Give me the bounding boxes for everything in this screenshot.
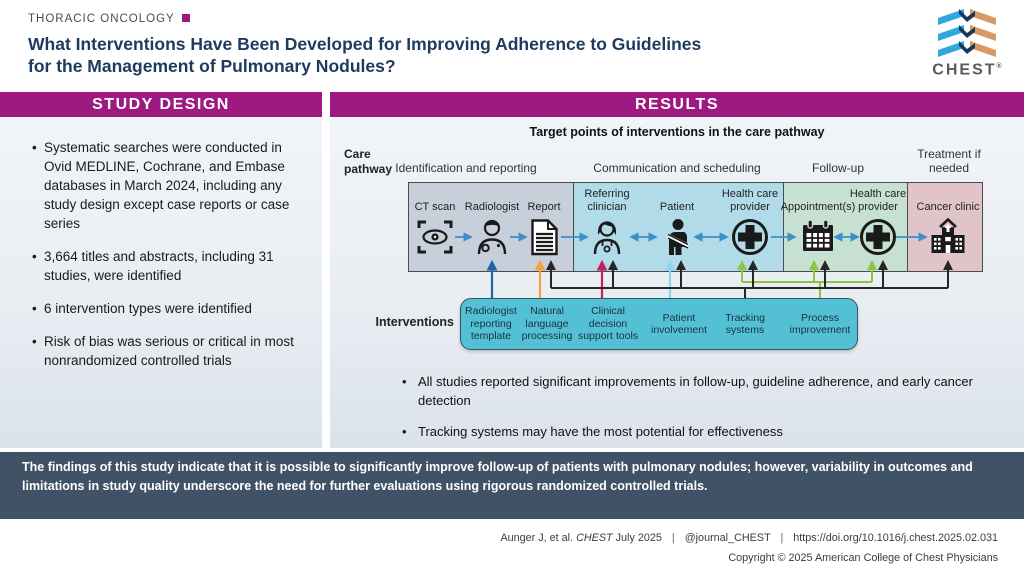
study-design-bullet: Systematic searches were conducted in Ov…: [30, 138, 310, 233]
calendar-icon: [796, 216, 840, 258]
results-heading: RESULTS: [330, 92, 1024, 117]
medical-cross-icon: [728, 216, 772, 258]
citation-authors: Aunger J, et al.: [500, 532, 574, 544]
intervention-tracking-systems: Tracking systems: [725, 311, 765, 337]
series-kicker: THORACIC ONCOLOGY: [28, 13, 190, 25]
results-bullet-list: All studies reported significant improve…: [400, 372, 990, 453]
pathway-label-referring-clinician: Referring clinician: [584, 188, 630, 213]
study-design-bullet: Risk of bias was serious or critical in …: [30, 332, 310, 370]
hospital-icon: [926, 216, 970, 258]
medical-cross-icon: [856, 216, 900, 258]
chest-logo-icon: [938, 9, 996, 57]
footer: Aunger J, et al. CHEST July 2025 | @jour…: [18, 528, 998, 568]
study-design-bullet: 6 intervention types were identified: [30, 299, 310, 318]
chest-logo-wordmark: CHEST®: [932, 61, 1002, 79]
section-label-communication: Communication and scheduling: [593, 161, 761, 175]
pathway-label-radiologist: Radiologist: [464, 201, 520, 213]
pathway-label-health-care-provider-1: Health care provider: [721, 188, 779, 213]
study-design-bullet-list: Systematic searches were conducted in Ov…: [30, 138, 310, 384]
patient-icon: [655, 216, 699, 258]
citation-line: Aunger J, et al. CHEST July 2025 | @jour…: [18, 528, 998, 548]
section-label-followup: Follow-up: [811, 161, 865, 175]
ct-scan-icon: [413, 216, 457, 258]
separator: |: [671, 532, 675, 544]
radiologist-icon: [470, 216, 514, 258]
separator: |: [780, 532, 784, 544]
doi-link: https://doi.org/10.1016/j.chest.2025.02.…: [793, 532, 998, 544]
intervention-process-improvement: Process improvement: [789, 311, 851, 337]
intervention-patient-involvement: Patient involvement: [650, 311, 708, 337]
section-label-identification: Identification and reporting: [395, 161, 537, 175]
kicker-square-icon: [181, 14, 190, 22]
page-title: What Interventions Have Been Developed f…: [28, 33, 908, 77]
results-bullet: All studies reported significant improve…: [400, 372, 990, 410]
copyright-line: Copyright © 2025 American College of Che…: [728, 552, 998, 564]
report-icon: [522, 216, 566, 258]
results-bullet: Tracking systems may have the most poten…: [400, 422, 990, 441]
interventions-box: [460, 298, 858, 350]
twitter-handle: @journal_CHEST: [684, 532, 771, 544]
study-design-heading: STUDY DESIGN: [0, 92, 322, 117]
pathway-label-report: Report: [527, 201, 561, 213]
care-pathway-row-label: Care pathway: [344, 147, 393, 176]
page-title-line2: for the Management of Pulmonary Nodules?: [28, 56, 396, 76]
pathway-label-appointments: Appointment(s): [780, 201, 856, 213]
registered-mark: ®: [996, 63, 1002, 70]
interventions-heading: Interventions: [375, 315, 455, 329]
page-title-line1: What Interventions Have Been Developed f…: [28, 34, 702, 54]
chest-logo: CHEST®: [924, 6, 1010, 79]
care-pathway-diagram: Target points of interventions in the ca…: [330, 117, 1024, 363]
study-design-panel: Systematic searches were conducted in Ov…: [0, 117, 322, 448]
pathway-label-ct-scan: CT scan: [414, 201, 456, 213]
intervention-natural-language-processing: Natural language processing: [521, 305, 573, 343]
series-kicker-text: THORACIC ONCOLOGY: [28, 13, 175, 25]
pathway-label-patient: Patient: [659, 201, 695, 213]
intervention-radiologist-reporting-template: Radiologist reporting template: [465, 305, 517, 343]
results-panel: Target points of interventions in the ca…: [330, 117, 1024, 448]
intervention-clinical-decision-support-tools: Clinical decision support tools: [577, 305, 639, 343]
citation-date: July 2025: [615, 532, 662, 544]
clinician-icon: [585, 216, 629, 258]
pathway-label-cancer-clinic: Cancer clinic: [916, 201, 980, 213]
pathway-label-health-care-provider-2: Health care provider: [849, 188, 907, 213]
key-findings-banner: The findings of this study indicate that…: [0, 452, 1024, 519]
citation-journal: CHEST: [576, 532, 613, 544]
diagram-title: Target points of interventions in the ca…: [529, 125, 825, 139]
study-design-bullet: 3,664 titles and abstracts, including 31…: [30, 247, 310, 285]
section-label-treatment: Treatment if needed: [917, 147, 981, 175]
